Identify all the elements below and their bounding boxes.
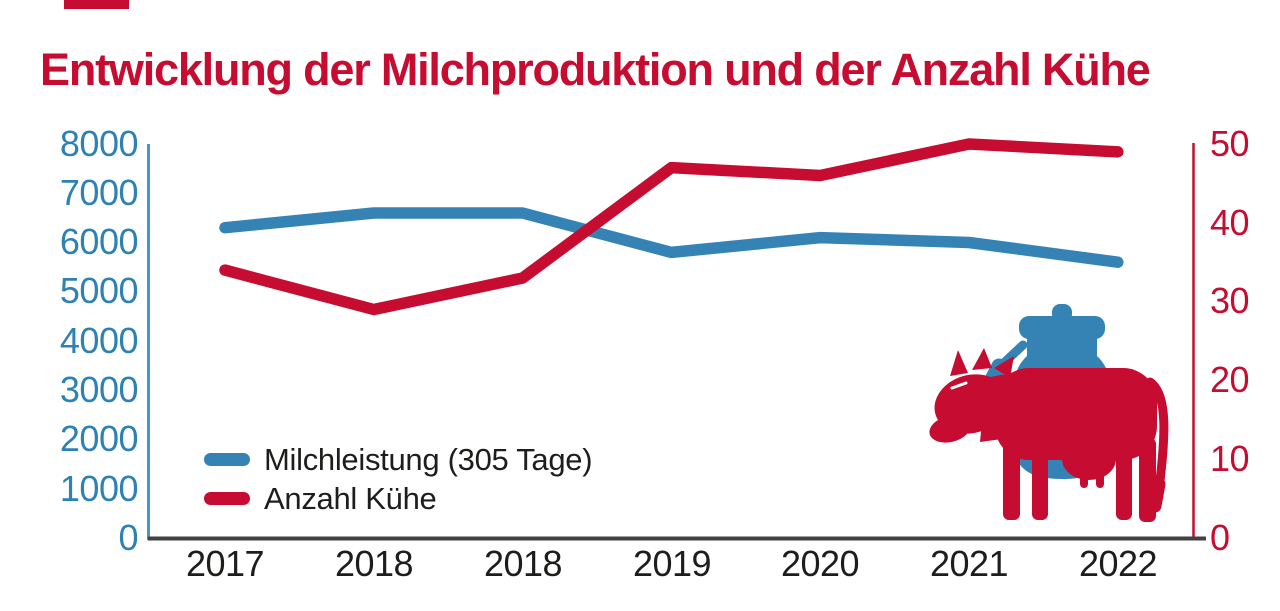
right-axis-tick-10: 10 xyxy=(1210,438,1250,479)
legend-label-cow-count: Anzahl Kühe xyxy=(264,480,437,516)
legend-item-cow-count: Anzahl Kühe xyxy=(204,479,592,518)
left-axis-tick-1000: 1000 xyxy=(59,468,139,509)
right-axis-tick-20: 20 xyxy=(1210,359,1250,400)
x-axis-label-2021: 2021 xyxy=(929,543,1009,584)
right-axis-tick-50: 50 xyxy=(1210,123,1250,164)
right-axis-tick-40: 40 xyxy=(1210,202,1250,243)
x-axis-label-2018b: 2018 xyxy=(483,543,563,584)
x-axis-label-2020: 2020 xyxy=(780,543,860,584)
legend-item-milk-yield: Milchleistung (305 Tage) xyxy=(204,440,593,479)
chart-title: Entwicklung der Milchproduktion und der … xyxy=(40,44,1151,95)
left-axis-tick-4000: 4000 xyxy=(59,320,139,361)
x-axis-label-2019: 2019 xyxy=(632,543,712,584)
left-axis-tick-5000: 5000 xyxy=(59,270,139,311)
cow-count-line xyxy=(219,138,1124,316)
x-axis-label-2018a: 2018 xyxy=(334,543,414,584)
top-accent-bar xyxy=(64,0,129,9)
x-axis-label-2022: 2022 xyxy=(1078,543,1158,584)
cow-count-swatch-icon xyxy=(204,492,250,505)
x-axis-label-2017: 2017 xyxy=(185,543,265,584)
left-axis-tick-3000: 3000 xyxy=(59,369,139,410)
milk-yield-swatch-icon xyxy=(204,453,250,466)
cow-icon xyxy=(929,348,1169,522)
left-axis-tick-8000: 8000 xyxy=(59,123,139,164)
left-axis-tick-7000: 7000 xyxy=(59,172,139,213)
milk-yield-line xyxy=(219,207,1124,268)
legend-label-milk-yield: Milchleistung (305 Tage) xyxy=(264,441,593,477)
left-axis-tick-2000: 2000 xyxy=(59,418,139,459)
right-axis-tick-30: 30 xyxy=(1210,280,1250,321)
right-axis-tick-0: 0 xyxy=(1210,517,1230,558)
legend: Milchleistung (305 Tage) Anzahl Kühe xyxy=(204,440,593,518)
left-axis-tick-0: 0 xyxy=(118,517,138,558)
left-axis-tick-6000: 6000 xyxy=(59,221,139,262)
